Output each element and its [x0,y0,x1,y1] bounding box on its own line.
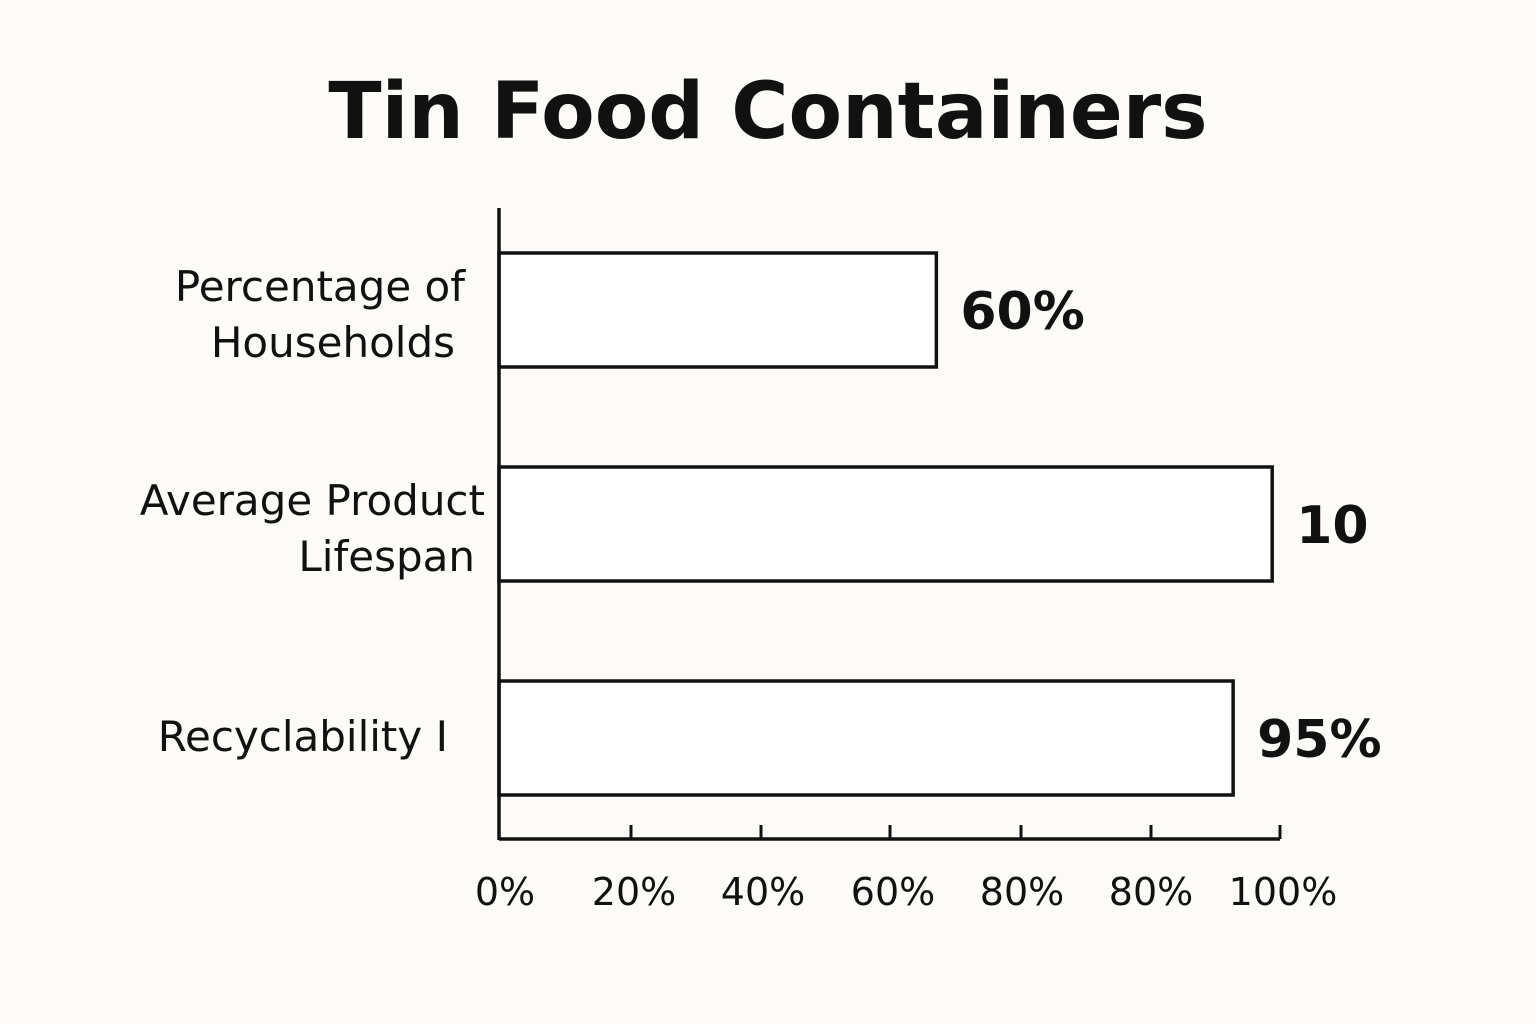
chart-title: Tin Food Containers [328,67,1207,157]
x-tick-label-5: 80% [980,870,1064,914]
bar-1 [497,251,939,369]
value-label-1: 60% [960,282,1084,342]
category-labels: Percentage of Households Average Product Li… [140,262,485,761]
category-label-1-line-2: Households [211,318,455,367]
category-label-2-line-1: Average Product [140,476,485,525]
value-label-3: 95% [1257,710,1381,770]
value-label-2: 10 [1296,496,1368,556]
category-label-1-line-1: Percentage of [175,262,466,311]
x-axis-tick-labels: 0% 20% 40% 60% 80% 80% 100% [475,870,1337,914]
bar-2 [497,465,1274,583]
x-tick-label-4: 60% [851,870,935,914]
category-label-2-line-2: Lifespan [298,532,475,581]
x-tick-label-7: 100% [1229,870,1338,914]
x-tick-label-6: 80% [1109,870,1193,914]
bars-group [497,251,1274,797]
x-tick-label-3: 40% [721,870,805,914]
category-label-3: Recyclability I [158,712,448,761]
bar-3 [497,679,1235,797]
value-labels: 60% 10 95% [960,282,1381,770]
x-tick-label-2: 20% [592,870,676,914]
x-axis-ticks [629,825,1282,839]
x-tick-label-1: 0% [475,870,535,914]
